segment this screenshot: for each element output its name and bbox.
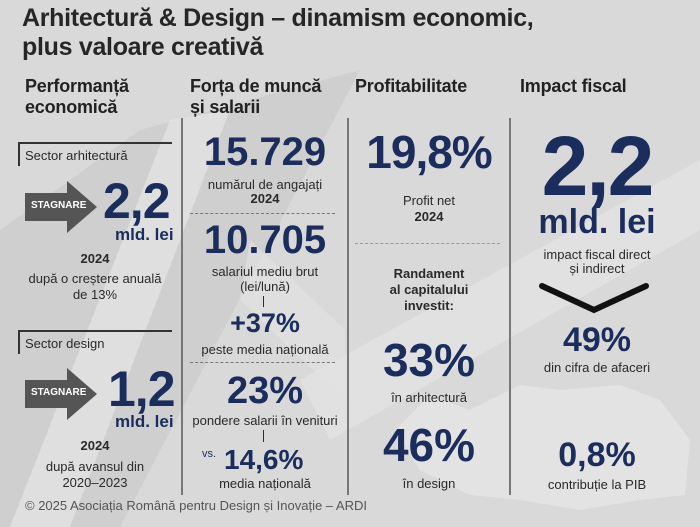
net-profit-year: 2024: [414, 209, 444, 224]
connector-line: [263, 430, 264, 442]
fiscal-impact-unit: mld. lei: [538, 203, 656, 241]
header-fiscal: Impact fiscal: [520, 76, 627, 96]
roi-architecture-label: în arhitectură: [391, 390, 467, 405]
footer-copyright: © 2025 Asociația Română pentru Design și…: [25, 498, 367, 513]
design-note-line1: după avansul din: [45, 459, 145, 474]
fiscal-impact-label-line2: și indirect: [569, 261, 625, 276]
roi-design-value: 46%: [382, 419, 476, 471]
bracket: [18, 330, 172, 354]
roi-label-line3: investit:: [404, 298, 454, 313]
page-title-line2: plus valoare creativă: [22, 33, 264, 61]
salary-label-line1: salariul mediu brut: [211, 264, 319, 279]
roi-label-line1: Randament: [393, 266, 465, 281]
salary-share-label: pondere salarii în venituri: [192, 413, 338, 428]
chevron-down-icon: [539, 283, 649, 314]
arrow-right-icon: [25, 181, 97, 233]
architecture-note-line2: de 13%: [72, 287, 118, 302]
above-average-label: peste media națională: [201, 342, 329, 357]
gdp-contribution-label: contribuție la PIB: [547, 477, 647, 492]
salary-value: 10.705: [203, 218, 327, 262]
header-profit: Profitabilitate: [355, 76, 468, 96]
employees-year: 2024: [250, 191, 280, 206]
net-profit-label: Profit net: [402, 193, 456, 208]
above-average-value: +37%: [230, 308, 300, 338]
roi-design-label: în design: [402, 476, 456, 491]
net-profit-value: 19,8%: [366, 126, 492, 178]
gdp-contribution-value: 0,8%: [558, 436, 636, 474]
turnover-share-value: 49%: [562, 321, 632, 359]
design-year: 2024: [80, 438, 110, 453]
header-economic: Performanță economică: [25, 76, 129, 118]
design-unit: mld. lei: [115, 412, 174, 431]
stagnation-badge: STAGNARE: [31, 387, 87, 398]
salary-label-line2: (lei/lună): [240, 279, 290, 294]
stagnation-badge: STAGNARE: [31, 200, 87, 211]
sector-architecture-label: Sector arhitectură: [25, 148, 128, 163]
header-economic-line1: Performanță: [25, 76, 129, 96]
header-workforce: Forța de muncă și salarii: [190, 76, 321, 118]
sector-design-label: Sector design: [25, 336, 105, 351]
dashed-divider: [190, 213, 335, 214]
header-economic-line2: economică: [25, 97, 118, 117]
arrow-right-icon: [25, 368, 97, 420]
national-average-label: media națională: [219, 476, 311, 491]
design-note-line2: 2020–2023: [62, 475, 128, 490]
architecture-note-line1: după o creștere anuală: [28, 271, 162, 286]
connector-line: [263, 296, 264, 307]
architecture-unit: mld. lei: [115, 225, 174, 244]
roi-architecture-value: 33%: [382, 334, 476, 386]
architecture-value: 2,2: [103, 173, 171, 229]
salary-share-value: 23%: [226, 370, 304, 412]
architecture-year: 2024: [80, 251, 110, 266]
header-workforce-line2: și salarii: [190, 97, 261, 117]
fiscal-impact-value: 2,2: [541, 119, 655, 213]
bracket: [18, 142, 172, 166]
versus-label: vs.: [202, 448, 217, 460]
employees-label: numărul de angajați: [207, 177, 323, 192]
national-average-value: 14,6%: [224, 444, 304, 475]
dashed-divider: [190, 362, 335, 363]
divider: [509, 118, 511, 495]
romania-map-shape: [395, 385, 690, 510]
page-title-line1: Arhitectură & Design – dinamism economic…: [22, 4, 534, 32]
employees-value: 15.729: [203, 130, 327, 174]
header-workforce-line1: Forța de muncă: [190, 76, 322, 96]
dashed-divider: [355, 243, 500, 244]
divider: [181, 118, 183, 495]
roi-label-line2: al capitalului: [389, 282, 469, 297]
turnover-share-label: din cifra de afaceri: [543, 360, 651, 375]
divider: [347, 118, 349, 495]
fiscal-impact-label-line1: impact fiscal direct: [543, 247, 651, 262]
design-value: 1,2: [108, 361, 176, 417]
